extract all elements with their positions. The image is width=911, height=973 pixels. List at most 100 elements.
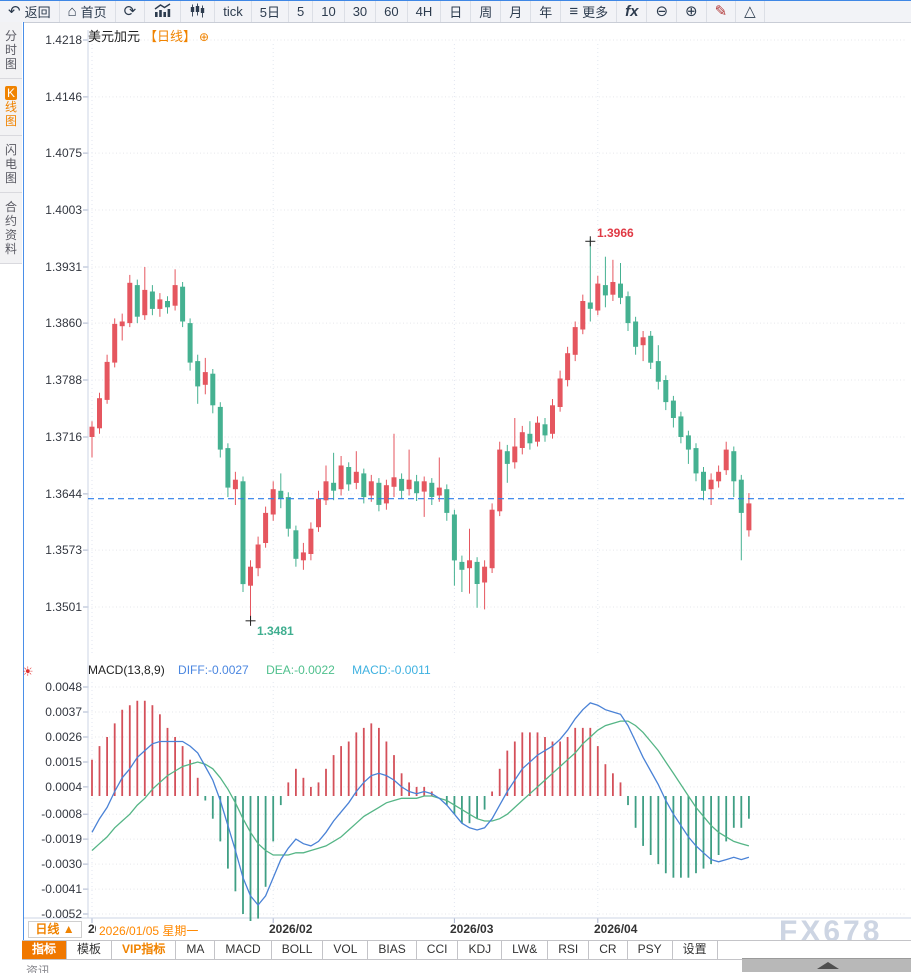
indicator-tab-BOLL[interactable]: BOLL [272, 941, 324, 959]
price-axis-label: 1.3644 [45, 487, 82, 501]
toolbar-button-label: 周 [479, 5, 493, 20]
price-axis-label: 1.3716 [45, 430, 82, 444]
month-label: 2026/03 [450, 922, 494, 936]
clipped-bottom-text: 资讯 [26, 964, 51, 973]
toolbar-button-label: 月 [509, 5, 523, 20]
price-axis-label: 1.3788 [45, 373, 82, 387]
home-icon: ⌂ [67, 3, 77, 20]
macd-axis-label: 0.0026 [45, 730, 82, 744]
period-tag: 【日线】 [144, 29, 197, 44]
top-accent-line [0, 0, 911, 1]
sidebar-tab-K线图[interactable]: K线图 [0, 79, 22, 136]
macd-axis-label: 0.0037 [45, 705, 82, 719]
sidebar-divider [23, 22, 24, 958]
sidebar-tab-合约资料[interactable]: 合约资料 [0, 193, 22, 264]
expand-up-arrow-icon [817, 962, 839, 969]
toolbar-button-30[interactable]: 30 [345, 1, 377, 22]
toolbar-button-tick[interactable]: tick [215, 1, 252, 22]
price-axis-label: 1.3931 [45, 260, 82, 274]
candlestick-icon [189, 3, 206, 21]
indicator-tab-MA[interactable]: MA [176, 941, 216, 959]
macd-axis-label: -0.0030 [41, 857, 82, 871]
high-price-annotation: 1.3966 [597, 226, 634, 240]
macd-dea-value: DEA:-0.0022 [266, 663, 335, 677]
toolbar-button-label: 日 [449, 5, 463, 20]
month-label: 2026/02 [269, 922, 313, 936]
macd-axis-label: -0.0019 [41, 832, 82, 846]
indicator-tab-PSY[interactable]: PSY [628, 941, 673, 959]
toolbar-button-月[interactable]: 月 [501, 1, 532, 22]
toolbar-button-label: 更多 [582, 5, 609, 20]
toolbar-button-5日[interactable]: 5日 [252, 1, 289, 22]
sidebar-tab-闪电图[interactable]: 闪电图 [0, 136, 22, 193]
toolbar-button-周[interactable]: 周 [471, 1, 502, 22]
macd-axis-label: 0.0004 [45, 780, 82, 794]
toolbar-button-10[interactable]: 10 [313, 1, 345, 22]
macd-axis-label: -0.0041 [41, 882, 82, 896]
toolbar-button-fx[interactable]: fx [617, 1, 648, 22]
indicator-tab-模板[interactable]: 模板 [67, 941, 113, 959]
active-tab-cap: K [4, 86, 17, 100]
toolbar-button-label: 返回 [24, 5, 51, 20]
price-axis-label: 1.4146 [45, 90, 82, 104]
toolbar-button-label: 首页 [80, 5, 107, 20]
indicator-tab-KDJ[interactable]: KDJ [458, 941, 503, 959]
toolbar-button-5[interactable]: 5 [289, 1, 314, 22]
macd-axis-label: 0.0015 [45, 755, 82, 769]
chart-settings-icon[interactable]: ⊕ [199, 30, 210, 44]
price-axis-label: 1.3860 [45, 316, 82, 330]
dea-line [91, 720, 750, 856]
toolbar-button-label: 年 [539, 5, 553, 20]
toolbar-button-60[interactable]: 60 [376, 1, 408, 22]
indicator-settings-sun-icon[interactable]: ☀ [22, 664, 34, 679]
toolbar-button-首页[interactable]: ⌂ 首页 [60, 1, 116, 22]
price-axis-label: 1.3501 [45, 600, 82, 614]
indicator-tab-VOL[interactable]: VOL [323, 941, 369, 959]
toolbar-button-refresh[interactable]: ⟳ [116, 1, 146, 22]
toolbar-button-label: tick [223, 4, 243, 19]
indicator-tab-CR[interactable]: CR [589, 941, 628, 959]
toolbar-button-zoom-in[interactable]: ⊕ [677, 1, 707, 22]
toolbar-button-年[interactable]: 年 [531, 1, 562, 22]
indicator-tab-VIP指标[interactable]: VIP指标 [112, 941, 177, 959]
macd-axis-label: 0.0048 [45, 680, 82, 694]
toolbar-button-candlestick[interactable] [181, 1, 216, 22]
indicator-tabs-row: 指标 模板 VIP指标 MA MACD BOLL VOL BIAS CCI KDJ LW& RSI CR… [22, 940, 911, 960]
chart-type-sidebar: 分时图 K线图 闪电图 合约资料 [0, 22, 23, 973]
toolbar-button-bar-chart[interactable] [145, 1, 182, 22]
macd-name: MACD(13,8,9) [88, 663, 165, 677]
indicator-tab-CCI[interactable]: CCI [417, 941, 459, 959]
price-axis-label: 1.4003 [45, 203, 82, 217]
panel-expander[interactable] [742, 958, 911, 972]
menu-icon: ≡ [569, 3, 579, 20]
toolbar-button-label: 5日 [259, 5, 280, 20]
toolbar-button-label: 4H [415, 4, 433, 19]
toolbar-button-zoom-out[interactable]: ⊖ [647, 1, 678, 22]
macd-axis-label: -0.0008 [41, 807, 82, 821]
toolbar-button-pencil[interactable]: ✎ [707, 1, 737, 22]
indicator-tab-MACD[interactable]: MACD [215, 941, 272, 959]
macd-histogram [91, 700, 750, 921]
main-toolbar: ↶ 返回 ⌂ 首页 ⟳ tick 5日 5 10 30 60 4H 日周月年 ≡ 更多 fx ⊖ ⊕ ✎ △ [0, 1, 911, 23]
low-price-annotation: 1.3481 [257, 624, 294, 638]
period-dropdown-button[interactable]: 日线 ▲ [28, 921, 82, 938]
indicator-tab-指标[interactable]: 指标 [22, 941, 68, 959]
diff-line [91, 702, 750, 907]
toolbar-button-更多[interactable]: ≡ 更多 [561, 1, 618, 22]
sidebar-tab-分时图[interactable]: 分时图 [0, 22, 22, 79]
indicator-tab-LW&[interactable]: LW& [502, 941, 549, 959]
indicator-tab-设置[interactable]: 设置 [673, 941, 718, 959]
macd-axis-label: -0.0052 [41, 907, 82, 921]
toolbar-button-label: 30 [352, 4, 368, 19]
indicator-tab-BIAS[interactable]: BIAS [368, 941, 417, 959]
bar-chart-icon [153, 2, 172, 21]
triangle-icon: △ [744, 3, 756, 20]
toolbar-button-4H[interactable]: 4H [408, 1, 442, 22]
back-arrow-icon: ↶ [8, 3, 21, 20]
toolbar-button-triangle[interactable]: △ [736, 1, 765, 22]
indicator-tab-RSI[interactable]: RSI [548, 941, 590, 959]
toolbar-button-日[interactable]: 日 [441, 1, 472, 22]
toolbar-button-返回[interactable]: ↶ 返回 [0, 1, 60, 22]
